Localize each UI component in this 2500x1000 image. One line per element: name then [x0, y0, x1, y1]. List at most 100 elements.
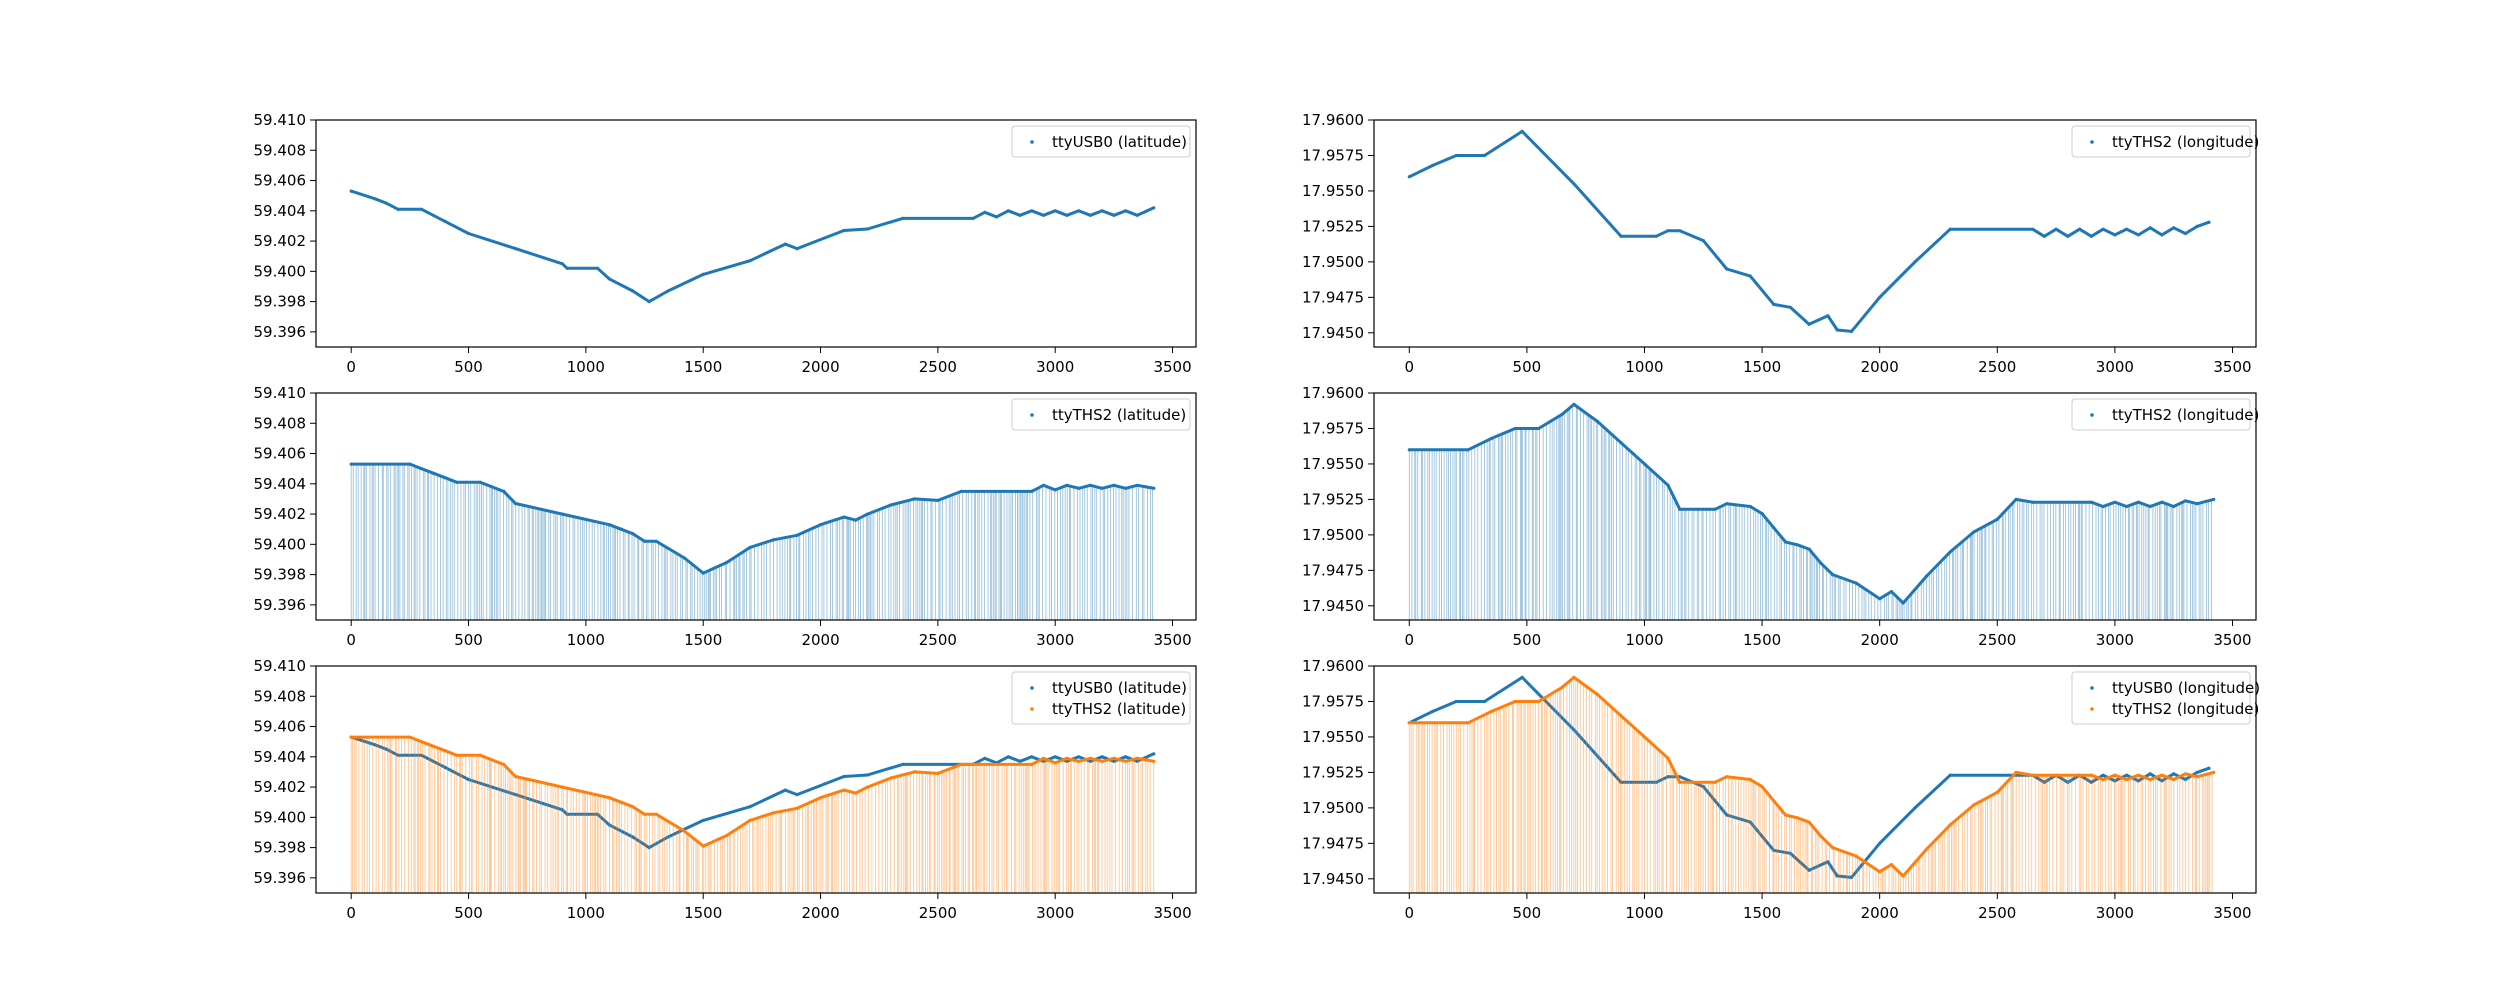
data-point [818, 523, 823, 527]
dropout-spikes [1408, 405, 2212, 620]
data-point [1760, 785, 1764, 789]
x-tick-label: 2000 [801, 631, 839, 649]
x-tick-label: 1500 [1743, 358, 1781, 376]
data-point [1407, 721, 1411, 725]
y-tick-label: 17.9450 [1302, 324, 1364, 342]
x-tick-label: 3000 [2096, 904, 2134, 922]
legend-box [2071, 125, 2251, 158]
data-point [748, 259, 752, 263]
data-point [607, 796, 611, 800]
data-point [2172, 504, 2176, 509]
data-point [2172, 226, 2176, 230]
data-point [701, 844, 705, 848]
data-point [1088, 213, 1092, 217]
x-tick-label: 0 [1405, 358, 1415, 376]
x-tick-label: 3500 [1153, 358, 1191, 376]
data-point [1925, 574, 1929, 578]
series-line [351, 735, 1155, 848]
data-point [607, 277, 611, 281]
data-point [1901, 601, 1905, 605]
legend-box [1011, 671, 1191, 725]
x-tick-label: 1000 [567, 904, 605, 922]
data-point [2089, 780, 2093, 784]
x-tick-label: 500 [1513, 904, 1542, 922]
data-point [936, 771, 940, 776]
data-point [1795, 543, 1799, 547]
series-line [1408, 675, 2210, 879]
data-point [1513, 699, 1517, 704]
data-point [666, 835, 670, 839]
plot-area [349, 189, 1156, 304]
data-point [2136, 500, 2140, 504]
data-point [1878, 841, 1882, 845]
data-point [1725, 775, 1729, 779]
data-point [1772, 848, 1776, 853]
legend-box [1011, 398, 1191, 431]
data-point [1678, 229, 1682, 233]
data-point [2160, 500, 2164, 504]
data-point [2136, 233, 2140, 237]
data-point [2066, 234, 2070, 238]
data-point [420, 740, 424, 744]
data-point [607, 823, 611, 827]
data-point [408, 735, 412, 739]
data-point [1454, 699, 1458, 704]
data-point [1666, 775, 1670, 779]
data-point [2125, 773, 2129, 777]
data-point [1725, 813, 1729, 817]
data-point [1466, 448, 1470, 452]
data-point [1088, 483, 1092, 487]
data-point [783, 242, 787, 246]
x-tick-label: 3500 [2213, 631, 2251, 649]
x-tick-label: 2000 [1861, 358, 1899, 376]
y-tick-label: 59.408 [254, 414, 307, 432]
y-tick-label: 59.410 [254, 384, 307, 402]
data-point [349, 462, 353, 466]
legend-marker [1030, 140, 1034, 144]
legend-marker [1030, 413, 1034, 417]
data-point [2148, 504, 2152, 509]
data-point [2014, 497, 2018, 501]
data-point [1854, 854, 1858, 858]
y-tick-label: 59.410 [254, 111, 307, 129]
x-tick-label: 2000 [801, 904, 839, 922]
series-1 [1407, 129, 2211, 333]
y-tick-label: 17.9475 [1302, 288, 1364, 306]
data-point [1537, 426, 1541, 431]
data-point [1018, 759, 1022, 763]
data-point [1948, 550, 1952, 554]
data-point [478, 753, 482, 757]
data-point [596, 812, 600, 816]
data-point [2195, 775, 2199, 779]
data-point [443, 749, 447, 753]
data-point [466, 777, 471, 782]
legend: ttyUSB0 (latitude) ttyTHS2 (latitude) [1011, 671, 1191, 725]
data-point [1713, 507, 1717, 511]
data-point [1788, 305, 1792, 309]
data-point [901, 762, 905, 767]
subplot-2: 0 500 1000 1500 2000 2500 3000 3500 17.9450 17.94… [1302, 111, 2259, 376]
data-point [912, 497, 917, 501]
data-point [1666, 483, 1670, 487]
x-tick-label: 1000 [1625, 631, 1663, 649]
data-point [642, 539, 647, 543]
data-point [1784, 540, 1788, 544]
data-point [1666, 756, 1670, 760]
data-point [1152, 752, 1156, 756]
data-point [865, 785, 870, 789]
data-point [1124, 209, 1128, 213]
y-tick-label: 17.9575 [1302, 146, 1364, 164]
data-point [2113, 233, 2117, 237]
data-point [1807, 547, 1811, 551]
legend: ttyUSB0 (longitude) ttyTHS2 (longitude) [2071, 671, 2260, 725]
data-point [2125, 227, 2129, 231]
axes-frame [1373, 119, 2257, 348]
data-point [1135, 756, 1139, 760]
legend-marker [2090, 140, 2094, 144]
y-tick-label: 17.9500 [1302, 526, 1364, 544]
data-point [783, 788, 787, 792]
y-tick-label: 59.408 [254, 141, 307, 159]
data-point [1520, 129, 1524, 133]
data-point [1088, 759, 1092, 763]
legend-marker [2090, 686, 2094, 690]
